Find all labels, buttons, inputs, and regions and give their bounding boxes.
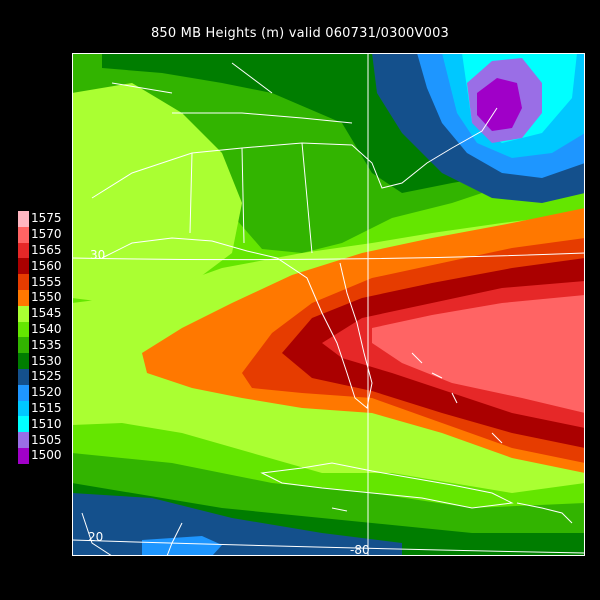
legend-value: 1550 bbox=[31, 290, 62, 305]
mexico-coast bbox=[81, 512, 183, 556]
legend-value: 1540 bbox=[31, 321, 62, 336]
map-panel: 30 20 -80 bbox=[72, 53, 585, 556]
latitude-line-20 bbox=[72, 539, 585, 554]
legend-entry: 1555 bbox=[18, 274, 68, 290]
legend-swatch bbox=[18, 337, 29, 354]
legend-entry: 1500 bbox=[18, 447, 68, 464]
lat-label-30: 30 bbox=[90, 248, 105, 262]
legend-value: 1505 bbox=[31, 432, 62, 447]
legend-value: 1510 bbox=[31, 416, 62, 431]
legend-swatch bbox=[18, 242, 29, 259]
legend-value: 1560 bbox=[31, 258, 62, 273]
legend-swatch bbox=[18, 305, 29, 322]
legend-value: 1545 bbox=[31, 306, 62, 321]
legend-swatch bbox=[18, 211, 29, 227]
legend-value: 1570 bbox=[31, 227, 62, 242]
legend-swatch bbox=[18, 353, 29, 369]
coastline-gulf bbox=[101, 237, 373, 409]
map-frame bbox=[72, 53, 585, 556]
legend-swatch bbox=[18, 321, 29, 338]
legend-entry: 1565 bbox=[18, 242, 68, 259]
contour-1570 bbox=[372, 295, 585, 413]
lon-label-80: -80 bbox=[350, 543, 370, 556]
legend-value: 1575 bbox=[31, 211, 62, 226]
legend-entry: 1570 bbox=[18, 226, 68, 243]
legend-entry: 1575 bbox=[18, 211, 68, 227]
legend-entry: 1560 bbox=[18, 258, 68, 275]
legend-swatch bbox=[18, 258, 29, 275]
state-borders bbox=[111, 62, 353, 254]
legend-swatch bbox=[18, 226, 29, 243]
legend-value: 1535 bbox=[31, 337, 62, 352]
legend-value: 1530 bbox=[31, 353, 62, 368]
height-contours bbox=[72, 53, 585, 556]
legend-swatch bbox=[18, 289, 29, 306]
legend-entry: 1535 bbox=[18, 337, 68, 354]
legend-entry: 1540 bbox=[18, 321, 68, 338]
color-legend: 1575 1570 1565 1560 1555 1550 1545 1540 1535 1530… bbox=[18, 211, 68, 464]
legend-entry: 1515 bbox=[18, 400, 68, 417]
legend-swatch bbox=[18, 447, 29, 464]
contour-1500-ne bbox=[477, 78, 522, 131]
legend-value: 1500 bbox=[31, 448, 62, 463]
legend-entry: 1510 bbox=[18, 416, 68, 433]
contour-1520-south bbox=[142, 536, 222, 556]
legend-entry: 1545 bbox=[18, 305, 68, 322]
legend-entry: 1550 bbox=[18, 289, 68, 306]
legend-value: 1565 bbox=[31, 242, 62, 257]
latitude-line-30 bbox=[72, 252, 585, 261]
legend-swatch bbox=[18, 432, 29, 448]
legend-entry: 1525 bbox=[18, 368, 68, 385]
legend-value: 1515 bbox=[31, 400, 62, 415]
map-title: 850 MB Heights (m) valid 060731/0300V003 bbox=[150, 26, 450, 41]
legend-swatch bbox=[18, 274, 29, 290]
map-overlay bbox=[72, 53, 585, 556]
legend-value: 1525 bbox=[31, 369, 62, 384]
legend-entry: 1530 bbox=[18, 353, 68, 369]
contour-1545-west bbox=[72, 83, 242, 303]
legend-value: 1520 bbox=[31, 385, 62, 400]
legend-entry: 1505 bbox=[18, 432, 68, 448]
legend-swatch bbox=[18, 384, 29, 401]
cuba-coast bbox=[260, 462, 514, 509]
legend-entry: 1520 bbox=[18, 384, 68, 401]
legend-swatch bbox=[18, 416, 29, 433]
legend-swatch bbox=[18, 400, 29, 417]
caribbean-islands bbox=[331, 352, 573, 524]
legend-swatch bbox=[18, 368, 29, 385]
lat-label-20: 20 bbox=[88, 530, 103, 544]
legend-value: 1555 bbox=[31, 274, 62, 289]
